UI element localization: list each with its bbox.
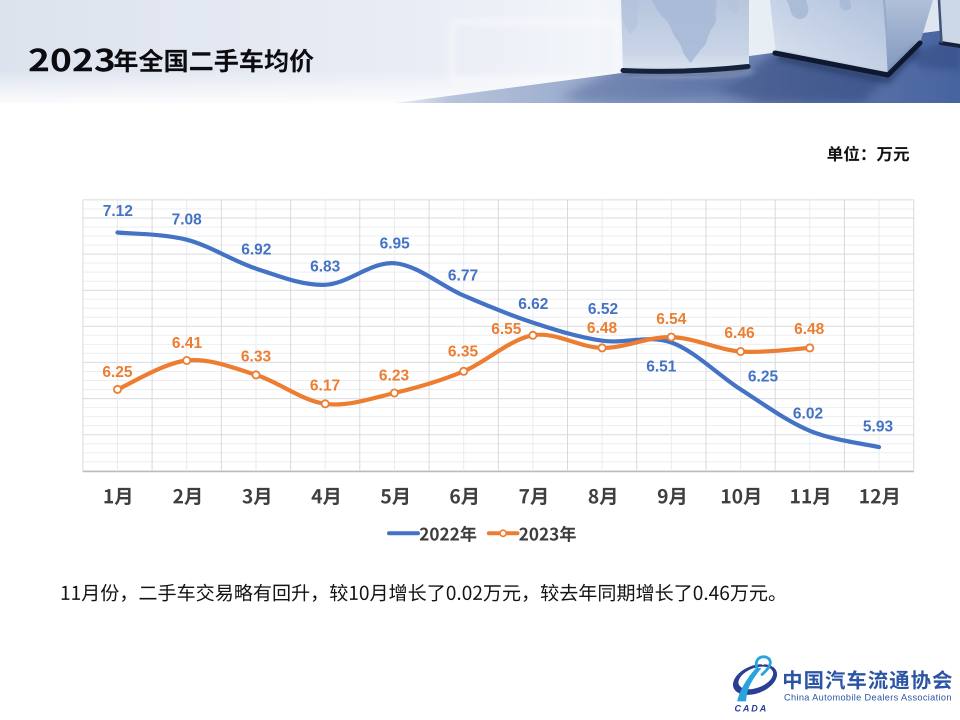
svg-text:6.51: 6.51	[646, 359, 677, 376]
svg-text:6.48: 6.48	[794, 321, 825, 338]
svg-text:6.17: 6.17	[310, 378, 340, 395]
svg-text:7.08: 7.08	[172, 211, 203, 228]
svg-text:6.54: 6.54	[656, 311, 687, 328]
svg-text:6.25: 6.25	[748, 368, 779, 385]
svg-text:6.95: 6.95	[380, 235, 411, 252]
svg-text:6.35: 6.35	[448, 343, 479, 360]
svg-text:7.12: 7.12	[103, 203, 133, 220]
svg-text:6.33: 6.33	[241, 349, 272, 366]
svg-text:6.77: 6.77	[448, 268, 478, 285]
svg-text:6.02: 6.02	[793, 405, 823, 422]
svg-text:6.52: 6.52	[588, 301, 618, 318]
svg-text:6.92: 6.92	[241, 241, 271, 258]
svg-text:6.83: 6.83	[310, 258, 341, 275]
svg-text:CADA: CADA	[735, 703, 769, 713]
svg-text:6.46: 6.46	[724, 325, 755, 342]
svg-text:6.55: 6.55	[491, 321, 522, 338]
svg-text:5.93: 5.93	[863, 419, 894, 436]
svg-text:China Automobile Dealers Assoc: China Automobile Dealers Association	[784, 692, 952, 702]
svg-text:6.48: 6.48	[587, 320, 618, 337]
svg-text:6.23: 6.23	[379, 367, 410, 384]
svg-text:6.62: 6.62	[518, 296, 548, 313]
svg-text:6.25: 6.25	[102, 364, 133, 381]
svg-text:6.41: 6.41	[172, 335, 203, 352]
